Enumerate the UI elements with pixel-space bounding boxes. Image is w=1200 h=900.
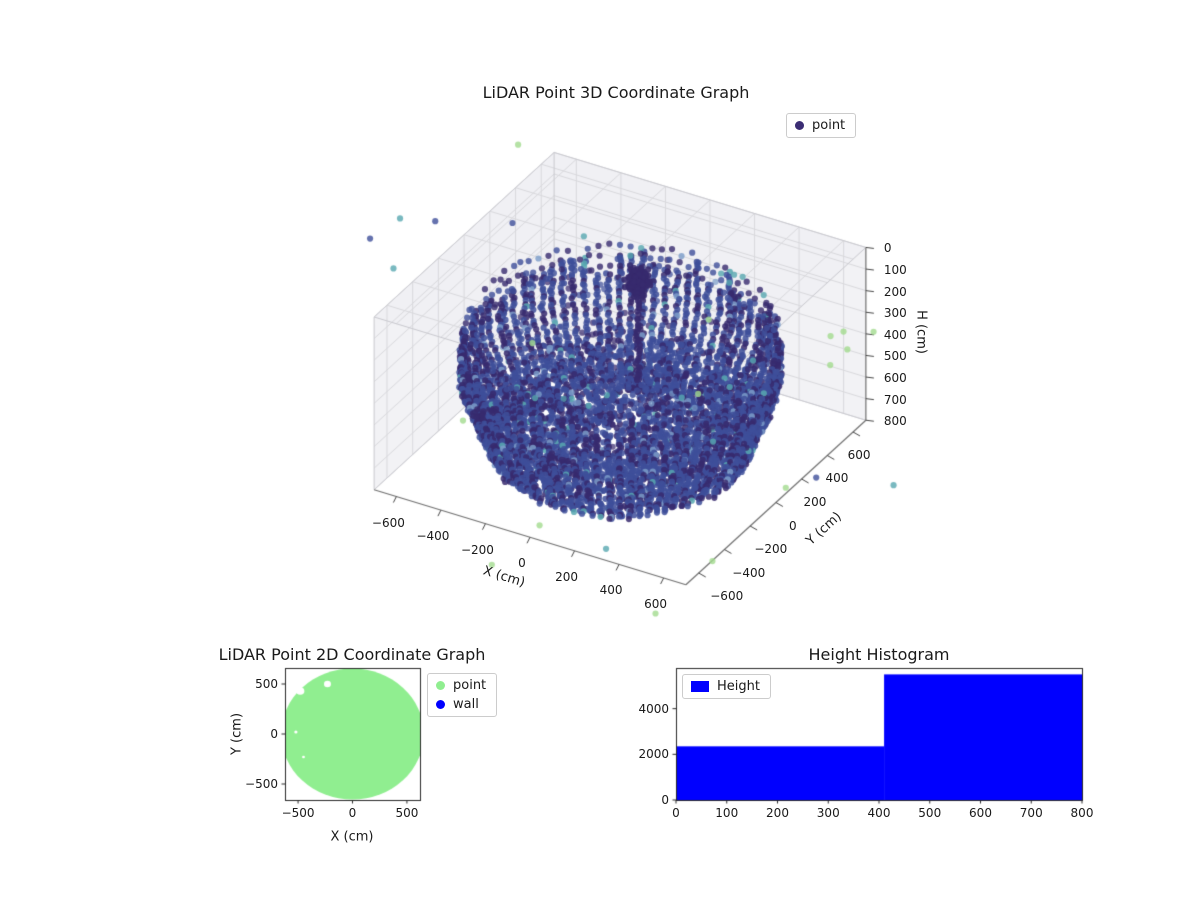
legend-entry-wall: wall bbox=[436, 697, 486, 712]
height-patch-icon bbox=[691, 681, 709, 692]
legend-entry-height: Height bbox=[691, 679, 760, 694]
point-marker-icon bbox=[436, 681, 445, 690]
histogram-legend: Height bbox=[682, 674, 771, 699]
legend-label: wall bbox=[453, 697, 479, 712]
legend-entry-point: point bbox=[795, 118, 845, 133]
wall-marker-icon bbox=[436, 700, 445, 709]
legend-label: Height bbox=[717, 679, 760, 694]
plot2d-legend: point wall bbox=[427, 673, 498, 717]
point-marker-icon bbox=[795, 121, 804, 130]
legend-label: point bbox=[812, 118, 846, 133]
plot3d-legend: point bbox=[786, 113, 857, 138]
legend-label: point bbox=[453, 678, 487, 693]
legend-entry-point: point bbox=[436, 678, 486, 693]
